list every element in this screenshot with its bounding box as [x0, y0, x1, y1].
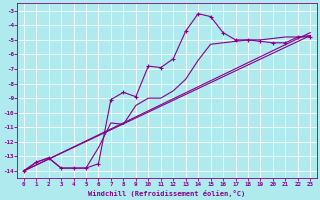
X-axis label: Windchill (Refroidissement éolien,°C): Windchill (Refroidissement éolien,°C) — [88, 190, 246, 197]
